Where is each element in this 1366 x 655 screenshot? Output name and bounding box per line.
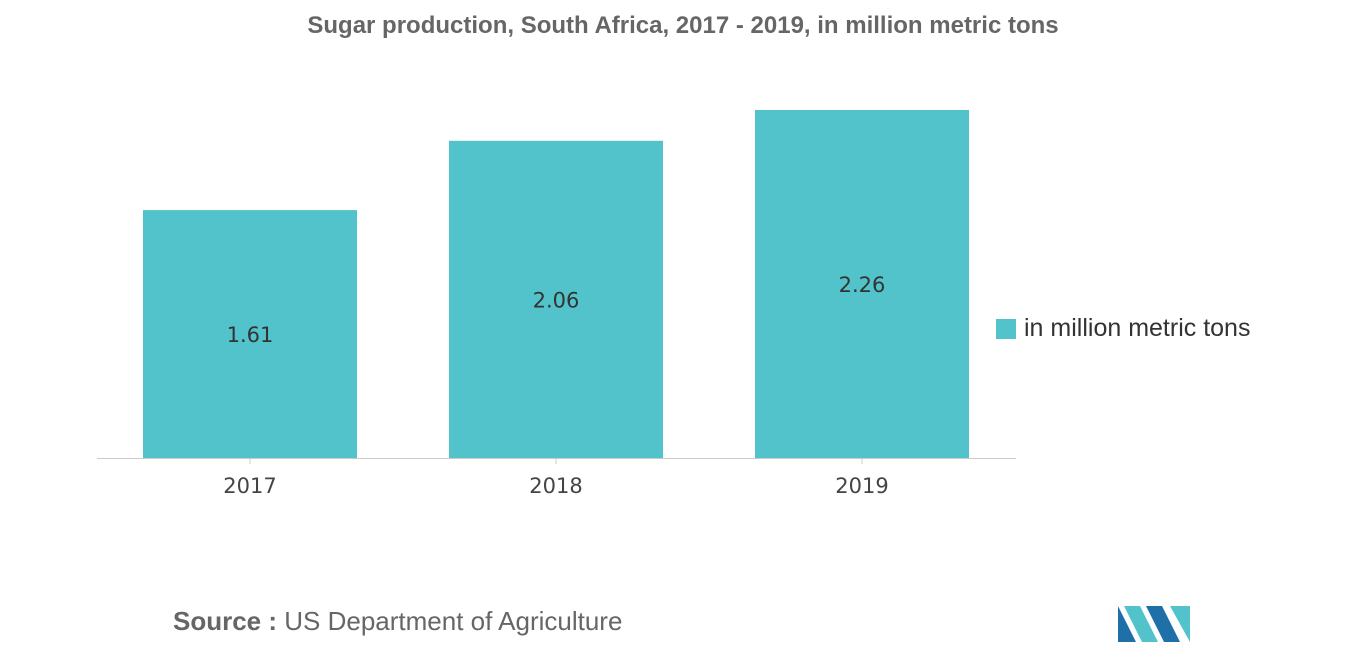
mordor-logo-icon bbox=[1118, 606, 1190, 642]
bar-2018 bbox=[449, 140, 663, 459]
bar-2017 bbox=[143, 210, 357, 458]
x-tick-label: 2019 bbox=[835, 474, 888, 498]
data-label: 2.26 bbox=[839, 273, 886, 297]
source-label: Source : bbox=[173, 606, 278, 636]
legend-swatch bbox=[996, 318, 1016, 339]
legend: in million metric tons bbox=[996, 314, 1250, 343]
x-tick-label: 2017 bbox=[223, 474, 276, 498]
legend-label: in million metric tons bbox=[1024, 314, 1251, 342]
source-note: Source : US Department of Agriculture bbox=[173, 606, 622, 637]
data-label: 2.06 bbox=[533, 288, 580, 312]
bar-2019 bbox=[755, 110, 969, 458]
source-text: US Department of Agriculture bbox=[284, 606, 623, 636]
x-tick-label: 2018 bbox=[529, 474, 582, 498]
data-label: 1.61 bbox=[227, 323, 274, 347]
chart-title: Sugar production, South Africa, 2017 - 2… bbox=[307, 12, 1059, 39]
bar-chart: 1.61 2017 2.06 2018 2.26 2019 bbox=[97, 110, 1016, 498]
